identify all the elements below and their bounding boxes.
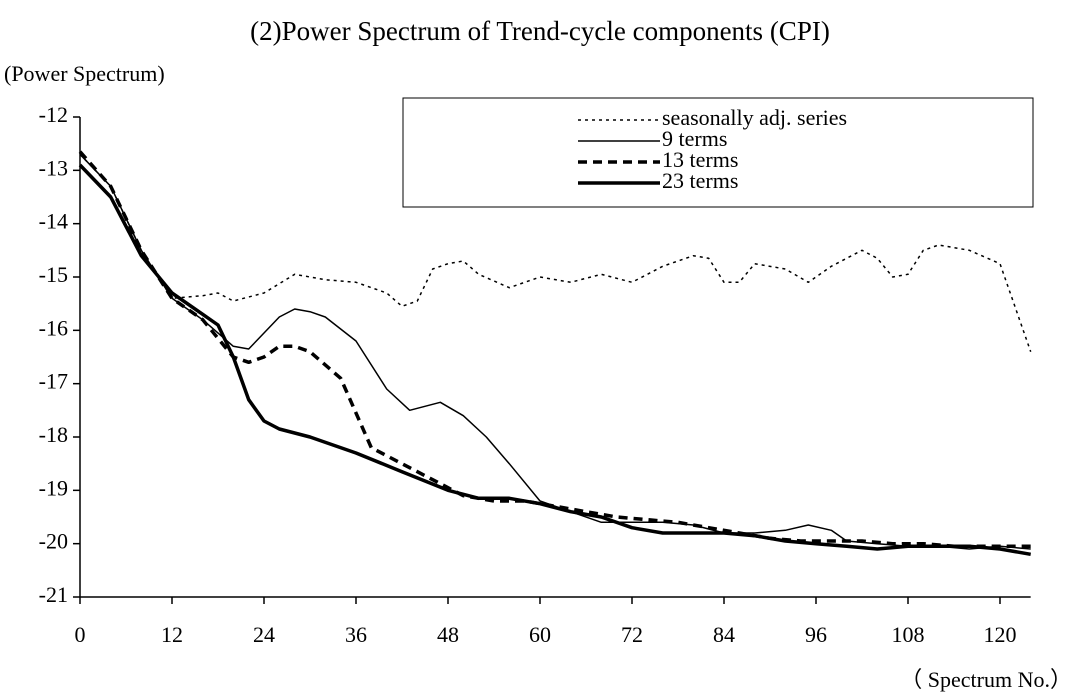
x-tick-label: 36: [345, 622, 367, 647]
y-tick-label: -21: [39, 582, 68, 607]
x-tick-label: 120: [984, 622, 1017, 647]
x-tick-label: 60: [529, 622, 551, 647]
y-tick-label: -20: [39, 529, 68, 554]
y-tick-label: -18: [39, 422, 68, 447]
y-tick-label: -12: [39, 102, 68, 127]
series-line: [78, 150, 1031, 549]
legend-label: 9 terms: [662, 126, 727, 151]
y-tick-label: -15: [39, 262, 68, 287]
series-line: [79, 153, 1031, 550]
legend-label: seasonally adj. series: [662, 105, 847, 130]
y-axis-label: (Power Spectrum): [4, 61, 165, 86]
legend-label: 23 terms: [662, 168, 738, 193]
x-tick-label: 12: [161, 622, 183, 647]
y-tick-label: -17: [39, 369, 68, 394]
y-tick-label: -14: [39, 209, 68, 234]
x-tick-label: 84: [713, 622, 735, 647]
x-tick-label: 72: [621, 622, 643, 647]
y-tick-label: -16: [39, 315, 68, 340]
y-tick-label: -13: [39, 155, 68, 180]
x-tick-label: 0: [75, 622, 86, 647]
x-tick-label: 108: [892, 622, 925, 647]
x-tick-label: 24: [253, 622, 275, 647]
legend-label: 13 terms: [662, 147, 738, 172]
legend-box: [402, 97, 1034, 208]
y-tick-label: -19: [39, 475, 68, 500]
x-tick-label: 96: [805, 622, 827, 647]
chart-title: (2)Power Spectrum of Trend-cycle compone…: [250, 16, 830, 46]
x-axis-label: （ Spectrum No.）: [900, 667, 1072, 692]
x-tick-label: 48: [437, 622, 459, 647]
series-line: [78, 163, 1031, 557]
